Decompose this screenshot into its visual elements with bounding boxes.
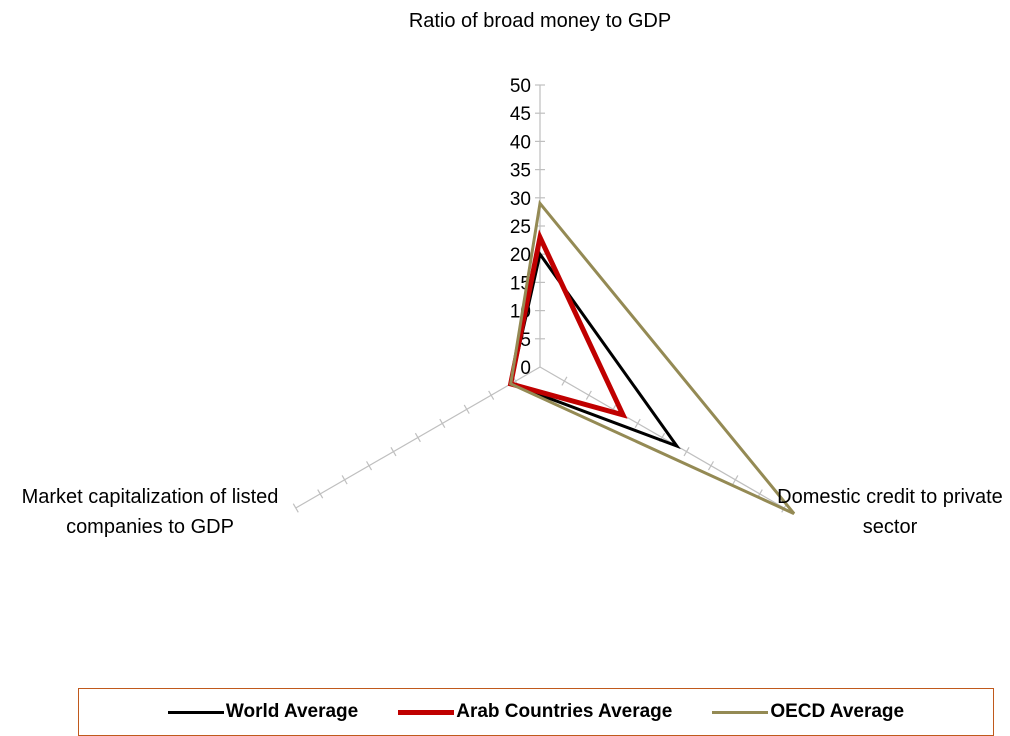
axis-tick-2-7 bbox=[366, 461, 373, 471]
series-oecd-average bbox=[509, 199, 796, 515]
legend-swatch-world bbox=[167, 710, 224, 714]
axis-title-domestic-credit: Domestic credit to private sector bbox=[777, 486, 1003, 538]
legend-item-oecd: OECD Average bbox=[712, 701, 904, 723]
tick-label: 5 bbox=[520, 330, 531, 351]
legend-swatch-oecd bbox=[712, 710, 769, 714]
legend-label-world: World Average bbox=[225, 701, 359, 722]
axis-tick-1-4 bbox=[634, 418, 641, 429]
series-arab-countries-average bbox=[507, 229, 628, 419]
tick-label: 50 bbox=[510, 76, 531, 97]
axis-tick-2-6 bbox=[390, 446, 397, 457]
tick-label: 35 bbox=[510, 161, 531, 182]
axis-tick-1-6 bbox=[683, 446, 690, 457]
tick-label: 25 bbox=[510, 217, 531, 238]
axis-tick-2-2 bbox=[488, 390, 495, 400]
axis-tick-2-10 bbox=[292, 503, 299, 513]
legend-label-oecd: OECD Average bbox=[770, 701, 905, 722]
axis-tick-1-2 bbox=[585, 390, 592, 400]
axis-tick-1-1 bbox=[561, 376, 568, 386]
tick-label: 30 bbox=[510, 189, 531, 210]
legend: World Average Arab Countries Average OEC… bbox=[78, 688, 994, 736]
axis-title-broad-money: Ratio of broad money to GDP bbox=[408, 10, 672, 32]
axis-tick-1-7 bbox=[707, 461, 714, 471]
axis-tick-2-8 bbox=[341, 475, 348, 485]
legend-swatch-arab bbox=[398, 709, 455, 715]
tick-label: 20 bbox=[510, 245, 531, 266]
axis-tick-2-3 bbox=[463, 404, 470, 414]
axis-tick-2-4 bbox=[439, 418, 446, 429]
legend-item-world: World Average bbox=[167, 701, 359, 723]
tick-label: 40 bbox=[510, 132, 531, 153]
axis-tick-1-8 bbox=[732, 475, 739, 485]
axes-layer bbox=[292, 84, 788, 513]
tick-label: 45 bbox=[510, 104, 531, 125]
axis-tick-2-5 bbox=[414, 432, 421, 443]
legend-item-arab: Arab Countries Average bbox=[398, 701, 672, 723]
legend-label-arab: Arab Countries Average bbox=[456, 701, 673, 722]
tick-label: 0 bbox=[520, 358, 531, 379]
series-layer bbox=[507, 199, 796, 515]
axis-title-market-cap: Market capitalization of listed companie… bbox=[21, 486, 279, 538]
axis-tick-2-9 bbox=[317, 489, 324, 499]
